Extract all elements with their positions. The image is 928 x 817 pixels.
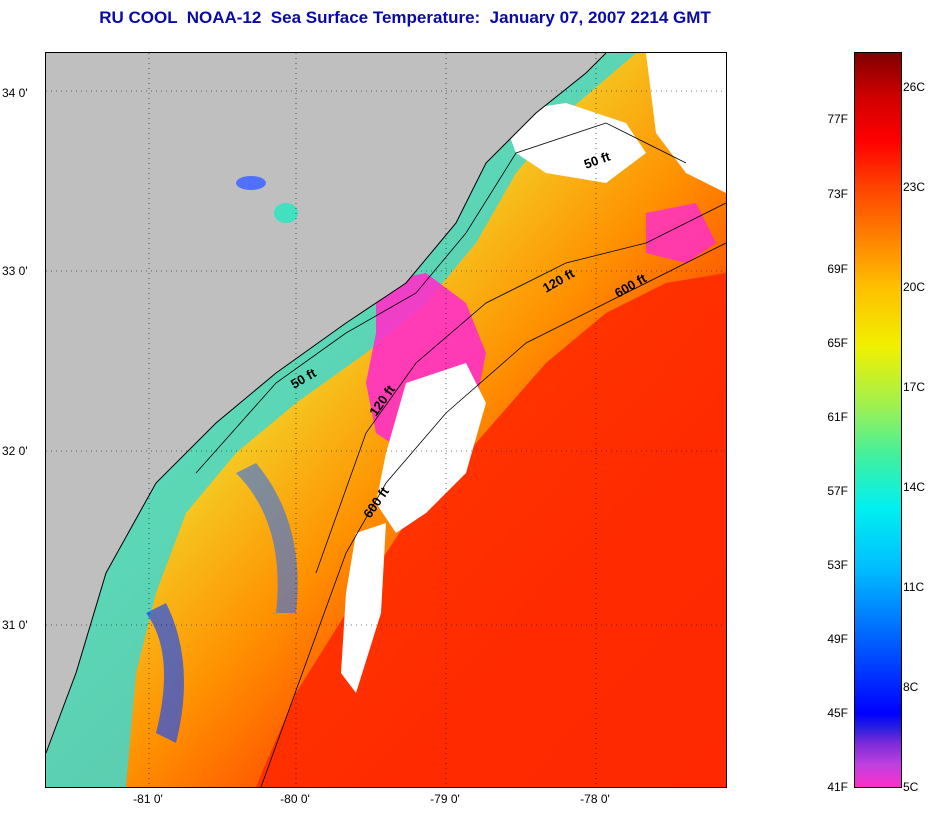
scale-label-c: 20C — [903, 280, 926, 294]
gulf-stream — [256, 273, 726, 787]
sst-image: 50 ft 50 ft 120 ft 120 ft 600 ft 600 ft — [46, 53, 726, 787]
depth-contour-50ft — [195, 122, 687, 474]
scale-label-f: 45F — [827, 706, 848, 720]
scale-label-f: 61F — [827, 410, 848, 424]
coastline — [46, 53, 607, 754]
land-area — [46, 53, 606, 753]
lat-label: 32 0' — [2, 444, 28, 458]
nearshore-band — [46, 53, 636, 787]
scale-label-c: 5C — [903, 780, 919, 794]
scale-label-f: 73F — [827, 187, 848, 201]
scale-label-f: 65F — [827, 336, 848, 350]
depth-contour-120ft — [315, 202, 726, 574]
scale-label-f: 53F — [827, 558, 848, 572]
sst-map: 50 ft 50 ft 120 ft 120 ft 600 ft 600 ft — [45, 52, 727, 788]
scale-label-f: 57F — [827, 484, 848, 498]
lon-label: -81 0' — [133, 792, 163, 806]
scale-label-c: 8C — [903, 680, 919, 694]
graticule — [46, 53, 726, 787]
map-title: RU COOL NOAA-12 Sea Surface Temperature:… — [99, 8, 711, 27]
scale-label-c: 14C — [903, 480, 926, 494]
lat-label: 33 0' — [2, 264, 28, 278]
scale-label-f: 49F — [827, 632, 848, 646]
scale-label-f: 41F — [827, 780, 848, 794]
lat-label: 34 0' — [2, 86, 28, 100]
lon-label: -79 0' — [430, 792, 460, 806]
scale-label-c: 17C — [903, 380, 926, 394]
scale-label-f: 69F — [827, 262, 848, 276]
cloud-area — [376, 363, 486, 533]
lat-label: 31 0' — [2, 618, 28, 632]
scale-label-c: 23C — [903, 180, 926, 194]
color-scale-bar — [854, 52, 902, 788]
scale-label-c: 11C — [903, 580, 925, 594]
scale-label-f: 77F — [827, 112, 848, 126]
scale-label-c: 26C — [903, 80, 926, 94]
lon-label: -78 0' — [580, 792, 610, 806]
lon-label: -80 0' — [280, 792, 310, 806]
